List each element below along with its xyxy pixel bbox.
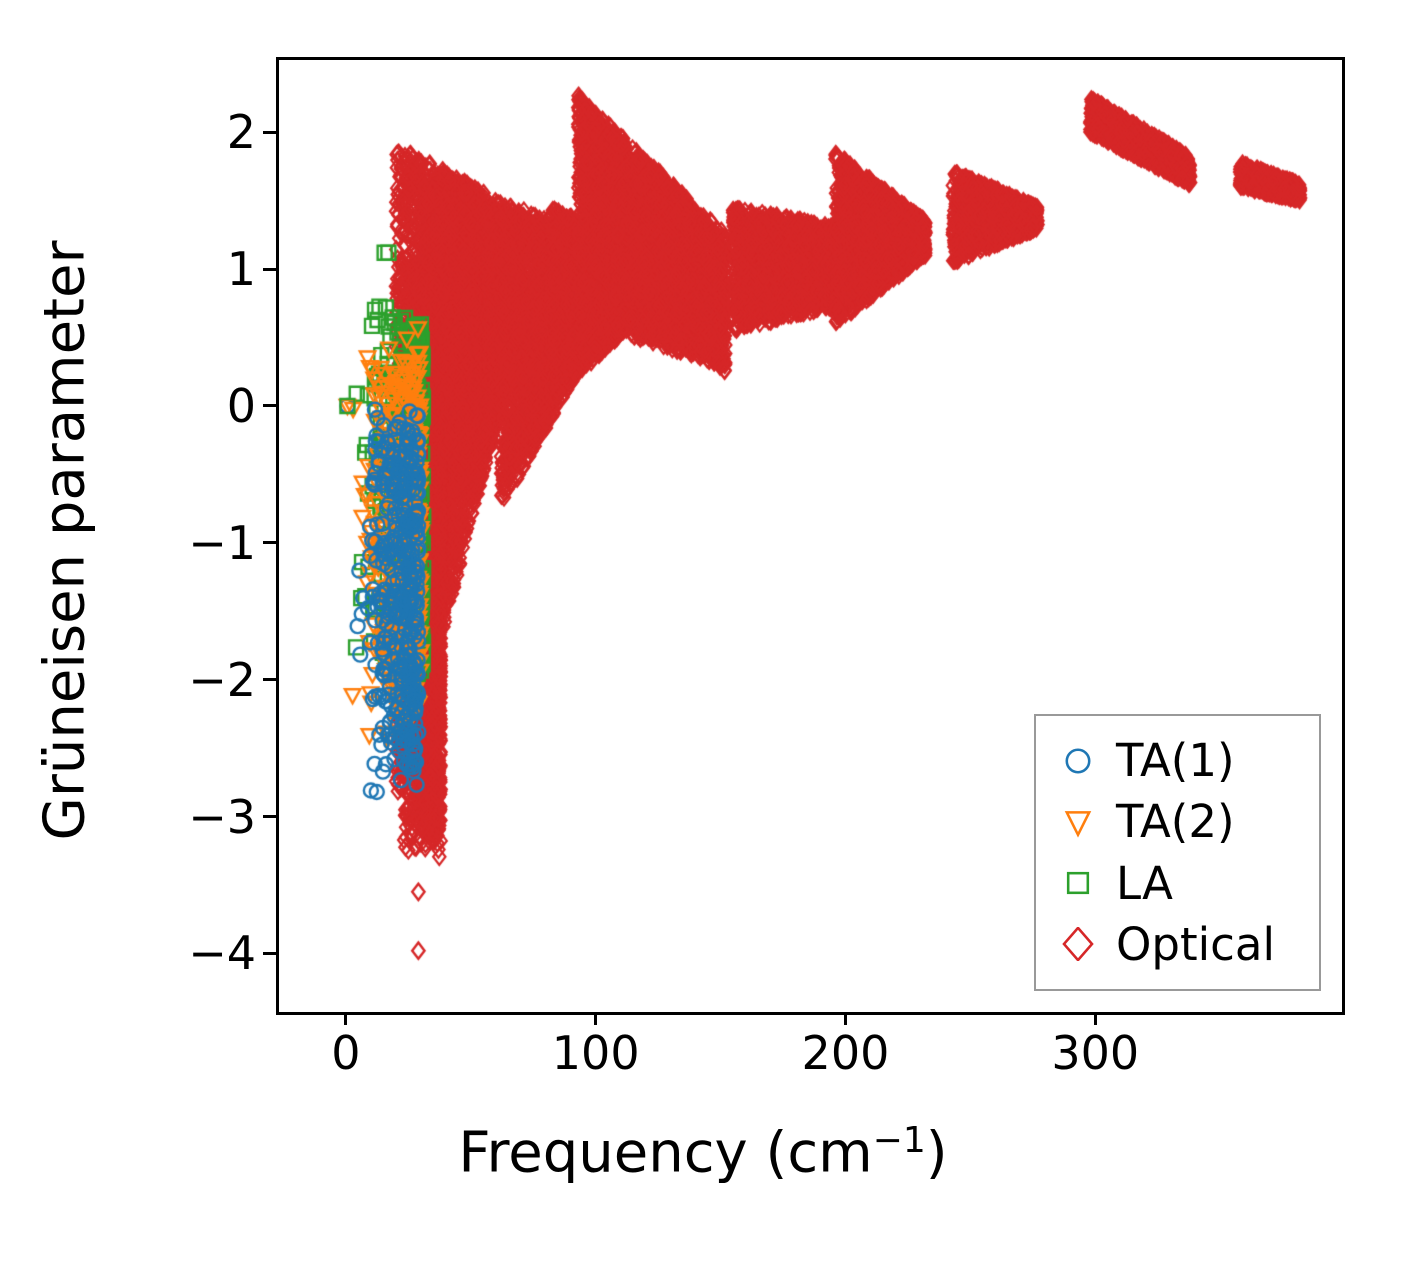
x-tick-label-200: 200 xyxy=(801,1026,890,1080)
y-tick--2 xyxy=(263,678,276,682)
y-tick-label--3: −3 xyxy=(188,789,256,844)
x-tick-label-100: 100 xyxy=(551,1026,640,1080)
x-axis-label-text: Frequency (cm xyxy=(458,1120,873,1186)
x-axis-label: Frequency (cm−1) xyxy=(0,1120,1406,1186)
y-tick-label-0: 0 xyxy=(226,378,256,433)
y-tick--4 xyxy=(263,951,276,955)
x-axis-label-paren: ) xyxy=(925,1120,948,1186)
triangle_down-marker-icon xyxy=(1056,800,1100,844)
x-tick-200 xyxy=(843,1012,847,1025)
x-tick-300 xyxy=(1093,1012,1097,1025)
y-tick-label--1: −1 xyxy=(188,515,256,570)
x-axis-label-exponent: −1 xyxy=(872,1120,926,1161)
circle-marker-icon xyxy=(1056,739,1100,783)
legend-label: LA xyxy=(1116,856,1173,910)
legend-item-optical[interactable]: Optical xyxy=(1036,916,1319,972)
legend-label: TA(2) xyxy=(1116,795,1235,849)
legend-item-ta1[interactable]: TA(1) xyxy=(1036,733,1319,789)
y-tick-label-1: 1 xyxy=(226,242,256,297)
legend-label: TA(1) xyxy=(1116,734,1235,788)
legend-item-ta2[interactable]: TA(2) xyxy=(1036,794,1319,850)
y-tick-1 xyxy=(263,267,276,271)
square-marker-icon xyxy=(1056,861,1100,905)
x-tick-label-300: 300 xyxy=(1051,1026,1140,1080)
y-tick--3 xyxy=(263,815,276,819)
legend-label: Optical xyxy=(1116,917,1275,971)
y-axis-label: Grüneisen parameter xyxy=(32,240,98,840)
y-tick-0 xyxy=(263,404,276,408)
legend-item-la[interactable]: LA xyxy=(1036,855,1319,911)
diamond-marker-icon xyxy=(1056,922,1100,966)
y-tick-2 xyxy=(263,130,276,134)
x-tick-label-0: 0 xyxy=(331,1026,361,1080)
y-tick-label--2: −2 xyxy=(188,652,256,707)
y-tick-label--4: −4 xyxy=(188,926,256,981)
x-tick-0 xyxy=(344,1012,348,1025)
y-tick-label-2: 2 xyxy=(226,105,256,160)
y-tick--1 xyxy=(263,541,276,545)
x-tick-100 xyxy=(594,1012,598,1025)
y-axis-label-container: Grüneisen parameter xyxy=(0,0,130,1080)
legend-box[interactable]: TA(1) TA(2) LA Optical xyxy=(1034,714,1321,991)
